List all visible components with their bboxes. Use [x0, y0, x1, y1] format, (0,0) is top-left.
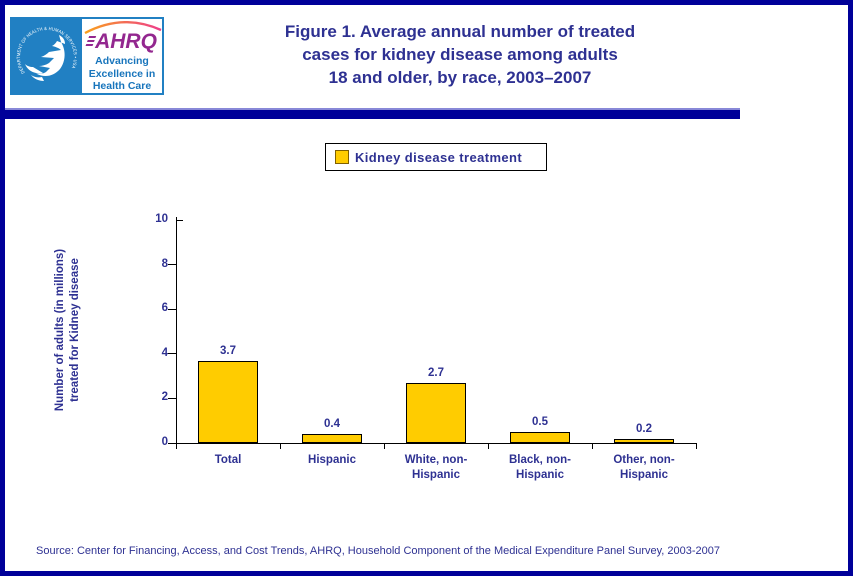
bar-value-label: 2.7: [428, 366, 444, 379]
y-axis-tick-label: 0: [161, 436, 168, 448]
y-axis-tick: [168, 353, 176, 355]
hhs-eagle-icon: DEPARTMENT OF HEALTH & HUMAN SERVICES • …: [16, 26, 78, 81]
y-axis-tick: [168, 264, 176, 266]
legend-label: Kidney disease treatment: [355, 149, 523, 165]
plot-area: 0 2 4 6 8 10 3.7 Total 0.4 Hispanic 2.7 White, non-…: [155, 213, 697, 481]
x-axis-tick: [696, 444, 697, 449]
bar: [302, 434, 362, 443]
y-axis-tick-label: 6: [161, 302, 168, 315]
y-axis-tick-label: 8: [161, 257, 168, 270]
ahrq-logo-panel: AHRQ Advancing Excellence in Health Care: [82, 19, 162, 93]
x-axis-tick: [592, 444, 593, 449]
chart-legend: Kidney disease treatment: [325, 143, 547, 171]
header-divider-bar: [5, 108, 740, 119]
y-axis-tick: [168, 308, 176, 310]
x-axis-label: White, non- Hispanic: [404, 454, 468, 481]
bar: [198, 360, 258, 443]
x-axis-tick: [280, 444, 281, 449]
bar: [614, 438, 674, 443]
x-axis-tick: [488, 444, 489, 449]
y-axis-tick: [168, 397, 176, 399]
x-axis-label: Hispanic: [308, 454, 356, 466]
bar-value-label: 0.2: [636, 422, 652, 435]
ahrq-arc-icon: [84, 21, 162, 34]
ahrq-wordmark: AHRQ: [82, 30, 162, 54]
figure-title-line1: Figure 1. Average annual number of treat…: [284, 22, 636, 41]
bar-value-label: 0.4: [324, 418, 340, 431]
bar: [406, 382, 466, 443]
y-axis-line: [176, 217, 177, 443]
x-axis-tick: [176, 444, 177, 449]
source-note: Source: Center for Financing, Access, an…: [36, 545, 721, 557]
bar: [510, 431, 570, 443]
bar-value-label: 0.5: [532, 415, 548, 428]
x-axis-label: Other, non- Hispanic: [613, 454, 675, 481]
ahrq-hhs-logo: DEPARTMENT OF HEALTH & HUMAN SERVICES • …: [10, 17, 164, 95]
ahrq-tagline: Advancing Excellence in Health Care: [88, 55, 156, 92]
bar-value-label: 3.7: [220, 344, 236, 357]
y-axis-tick-label: 10: [155, 213, 168, 225]
figure-title-line3: 18 and older, by race, 2003–2007: [328, 68, 592, 87]
ahrq-wordmark-text: AHRQ: [95, 30, 157, 53]
x-axis-label: Black, non- Hispanic: [509, 454, 571, 481]
x-axis-tick: [384, 444, 385, 449]
figure-title-line2: cases for kidney disease among adults: [302, 45, 618, 64]
y-axis-tick-label: 2: [161, 391, 168, 404]
legend-swatch-icon: [335, 150, 349, 164]
y-axis-tick: [177, 220, 183, 221]
x-axis-label: Total: [214, 454, 242, 466]
y-axis-tick-label: 4: [161, 346, 168, 359]
hhs-logo-panel: DEPARTMENT OF HEALTH & HUMAN SERVICES • …: [12, 19, 82, 93]
figure-title: Figure 1. Average annual number of treat…: [180, 20, 740, 89]
y-axis-title: Number of adults (in millions) treated f…: [54, 248, 81, 412]
x-axis-line: [168, 443, 697, 444]
